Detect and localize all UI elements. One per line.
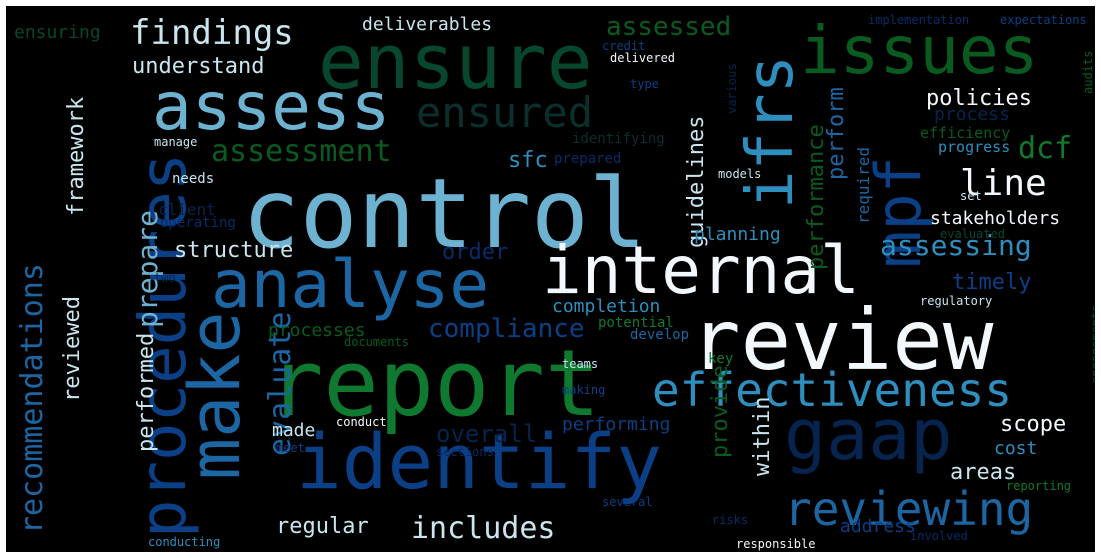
- word-cloud-word: address: [840, 516, 916, 537]
- word-cloud-word: scope: [1000, 412, 1067, 437]
- word-cloud-word: report: [268, 330, 601, 437]
- word-cloud-word: planning: [694, 224, 781, 245]
- word-cloud-word: develop: [630, 327, 690, 343]
- word-cloud-word: structure: [174, 238, 294, 263]
- word-cloud-word: assessed: [606, 12, 732, 42]
- word-cloud-word: understand: [132, 54, 265, 79]
- word-cloud-word: completion: [552, 296, 661, 317]
- word-cloud-word: compliance: [428, 314, 585, 344]
- word-cloud-word: made: [272, 420, 316, 441]
- word-cloud-word: cost: [994, 438, 1038, 459]
- word-cloud-word: dcf: [1018, 131, 1073, 166]
- word-cloud-word: assess: [152, 68, 391, 145]
- word-cloud-word: reporting: [1006, 479, 1072, 493]
- word-cloud-word: issues: [800, 12, 1039, 89]
- word-cloud-word: evaluated: [940, 227, 1006, 241]
- word-cloud-word: implementation: [868, 13, 970, 27]
- word-cloud-word: conduct: [336, 415, 387, 429]
- word-cloud-word: client: [158, 200, 216, 219]
- word-cloud-word: includes: [411, 511, 556, 546]
- word-cloud-word: operating: [160, 215, 236, 231]
- word-cloud-word: deliverables: [362, 14, 493, 35]
- word-cloud-word: responsible: [736, 537, 816, 551]
- word-cloud-word: findings: [130, 13, 294, 53]
- word-cloud-word: effectiveness: [652, 363, 1013, 417]
- word-cloud-word: identify: [296, 417, 663, 506]
- word-cloud-word: gaap: [784, 394, 953, 476]
- word-cloud-word: documents: [344, 335, 410, 349]
- word-cloud-word: expectations: [1000, 13, 1087, 27]
- word-cloud-word: various: [725, 63, 739, 114]
- word-cloud-word: stakeholders: [930, 208, 1061, 229]
- word-cloud-word: recommendations: [15, 263, 50, 534]
- word-cloud-word: regulatory: [920, 294, 993, 308]
- word-cloud-word: performing: [562, 414, 671, 435]
- word-cloud-word: line: [960, 163, 1047, 204]
- word-cloud-word: conducting: [148, 535, 221, 549]
- word-cloud-word: meet: [276, 441, 305, 455]
- word-cloud-word: policies: [926, 86, 1032, 111]
- word-cloud-word: two: [154, 271, 176, 285]
- word-cloud-word: type: [630, 77, 659, 91]
- word-cloud-word: needs: [172, 171, 215, 187]
- word-cloud-word: provide: [708, 365, 733, 458]
- word-cloud-word: performed: [134, 332, 159, 452]
- word-cloud-word: internal: [542, 232, 860, 309]
- word-cloud-word: process: [934, 104, 1010, 125]
- word-cloud-word: framework: [64, 96, 89, 216]
- word-cloud: control review report internal ensure identif…: [6, 6, 1095, 552]
- word-cloud-word: overall: [436, 420, 538, 448]
- word-cloud-word: efficiency: [920, 124, 1011, 142]
- word-cloud-word: review: [690, 291, 994, 389]
- word-cloud-word: areas: [950, 460, 1017, 485]
- word-cloud-word: within: [750, 396, 775, 476]
- word-cloud-word: key: [708, 351, 734, 367]
- word-cloud-word: perform: [824, 87, 849, 180]
- word-cloud-words: control review report internal ensure identif…: [6, 6, 1095, 552]
- word-cloud-word: required: [854, 146, 873, 224]
- word-cloud-word: ensuring: [14, 22, 101, 43]
- word-cloud-word: teams: [562, 357, 599, 371]
- word-cloud-word: ensured: [416, 88, 594, 137]
- word-cloud-word: models: [718, 167, 762, 181]
- word-cloud-word: timely: [952, 270, 1032, 295]
- word-cloud-word: regular: [276, 514, 369, 539]
- word-cloud-word: engagements: [1089, 304, 1095, 384]
- word-cloud-word: ensure: [318, 17, 593, 106]
- word-cloud-word: order: [442, 240, 509, 265]
- word-cloud-word: set: [960, 189, 982, 203]
- word-cloud-word: potential: [598, 315, 674, 331]
- word-cloud-word: sfc: [508, 148, 548, 173]
- word-cloud-word: control: [242, 158, 647, 270]
- word-cloud-word: prepared: [554, 151, 622, 167]
- word-cloud-word: manage: [154, 135, 198, 149]
- word-cloud-word: sections: [436, 445, 494, 459]
- word-cloud-word: analyse: [211, 246, 490, 323]
- word-cloud-word: reviewed: [60, 296, 85, 402]
- word-cloud-word: involved: [910, 529, 968, 543]
- word-cloud-word: ifrs: [734, 54, 808, 209]
- word-cloud-word: making: [562, 383, 606, 397]
- word-cloud-word: identifying: [572, 131, 665, 147]
- word-cloud-word: several: [602, 495, 653, 509]
- word-cloud-word: prepare: [131, 209, 164, 328]
- word-cloud-word: delivered: [610, 51, 676, 65]
- word-cloud-word: processes: [268, 320, 366, 341]
- word-cloud-word: credit: [602, 39, 646, 53]
- word-cloud-word: progress: [938, 138, 1011, 156]
- word-cloud-word: audits: [1081, 50, 1095, 94]
- word-cloud-word: risks: [712, 513, 749, 527]
- word-cloud-word: assessing: [880, 229, 1032, 262]
- word-cloud-word: reviewing: [784, 482, 1034, 536]
- word-cloud-word: assessment: [211, 134, 392, 169]
